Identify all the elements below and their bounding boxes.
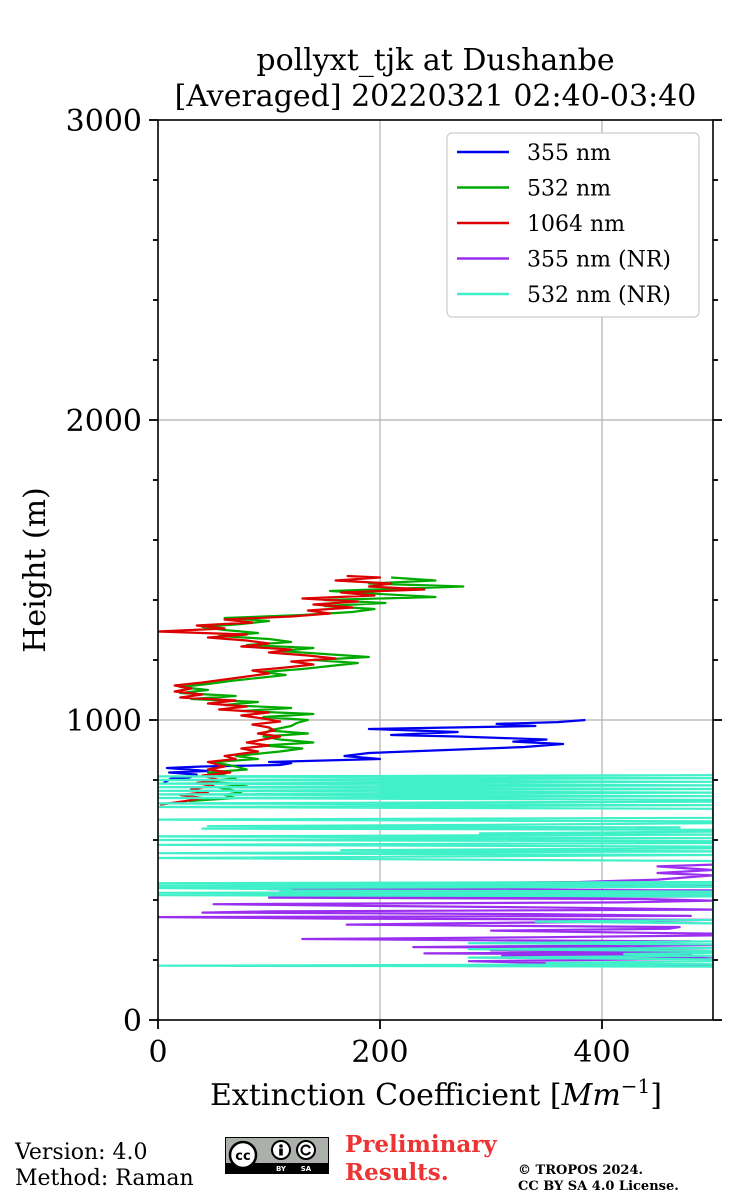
copyright-notice: © TROPOS 2024. CC BY SA 4.0 License. bbox=[518, 1163, 679, 1195]
x-tick-label-1: 200 bbox=[351, 1035, 408, 1070]
y-tick-label-1: 1000 bbox=[66, 704, 142, 739]
y-axis-label: Height (m) bbox=[18, 487, 53, 652]
legend: 355 nm 532 nm 1064 nm 355 nm (NR) 532 nm (NR… bbox=[446, 132, 700, 318]
copyright-line1: © TROPOS 2024. bbox=[518, 1163, 644, 1178]
y-tick-label-0: 0 bbox=[123, 1004, 142, 1039]
series-line-2 bbox=[158, 574, 426, 806]
x-axis-label: Extinction Coefficient [Mm−1] bbox=[210, 1074, 662, 1113]
plot-frame bbox=[157, 119, 714, 1021]
y-tick-label-3: 3000 bbox=[66, 104, 142, 139]
series-line-0 bbox=[163, 718, 586, 784]
legend-label-2: 1064 nm bbox=[527, 212, 625, 237]
copyright-line2: CC BY SA 4.0 License. bbox=[518, 1179, 679, 1194]
legend-label-1: 532 nm bbox=[527, 177, 611, 202]
legend-label-3: 355 nm (NR) bbox=[527, 248, 671, 273]
preliminary-line1: Preliminary bbox=[345, 1131, 497, 1158]
axis-tick-labels: 0 1000 2000 3000 0 200 400 bbox=[66, 104, 631, 1070]
axis-ticks bbox=[149, 119, 722, 1029]
svg-text:cc: cc bbox=[235, 1149, 250, 1164]
chart-title-line1: pollyxt_tjk at Dushanbe bbox=[256, 43, 615, 78]
series-lines bbox=[158, 574, 713, 968]
version-text: Version: 4.0 bbox=[15, 1140, 148, 1165]
svg-text:BY: BY bbox=[276, 1165, 287, 1173]
cc-by-sa-license-icon: cc BY SA bbox=[225, 1137, 329, 1174]
legend-frame bbox=[446, 132, 700, 318]
x-tick-label-2: 400 bbox=[573, 1035, 630, 1070]
series-line-4 bbox=[158, 774, 713, 968]
preliminary-results-notice: Preliminary Results. bbox=[345, 1131, 497, 1187]
legend-label-4: 532 nm (NR) bbox=[527, 283, 671, 308]
svg-text:SA: SA bbox=[301, 1165, 312, 1173]
legend-label-0: 355 nm bbox=[527, 141, 611, 166]
preliminary-line2: Results. bbox=[345, 1159, 449, 1186]
chart-title-line2: [Averaged] 20220321 02:40-03:40 bbox=[174, 79, 697, 114]
x-tick-label-0: 0 bbox=[148, 1035, 167, 1070]
y-tick-label-2: 2000 bbox=[66, 404, 142, 439]
method-text: Method: Raman bbox=[15, 1166, 194, 1191]
